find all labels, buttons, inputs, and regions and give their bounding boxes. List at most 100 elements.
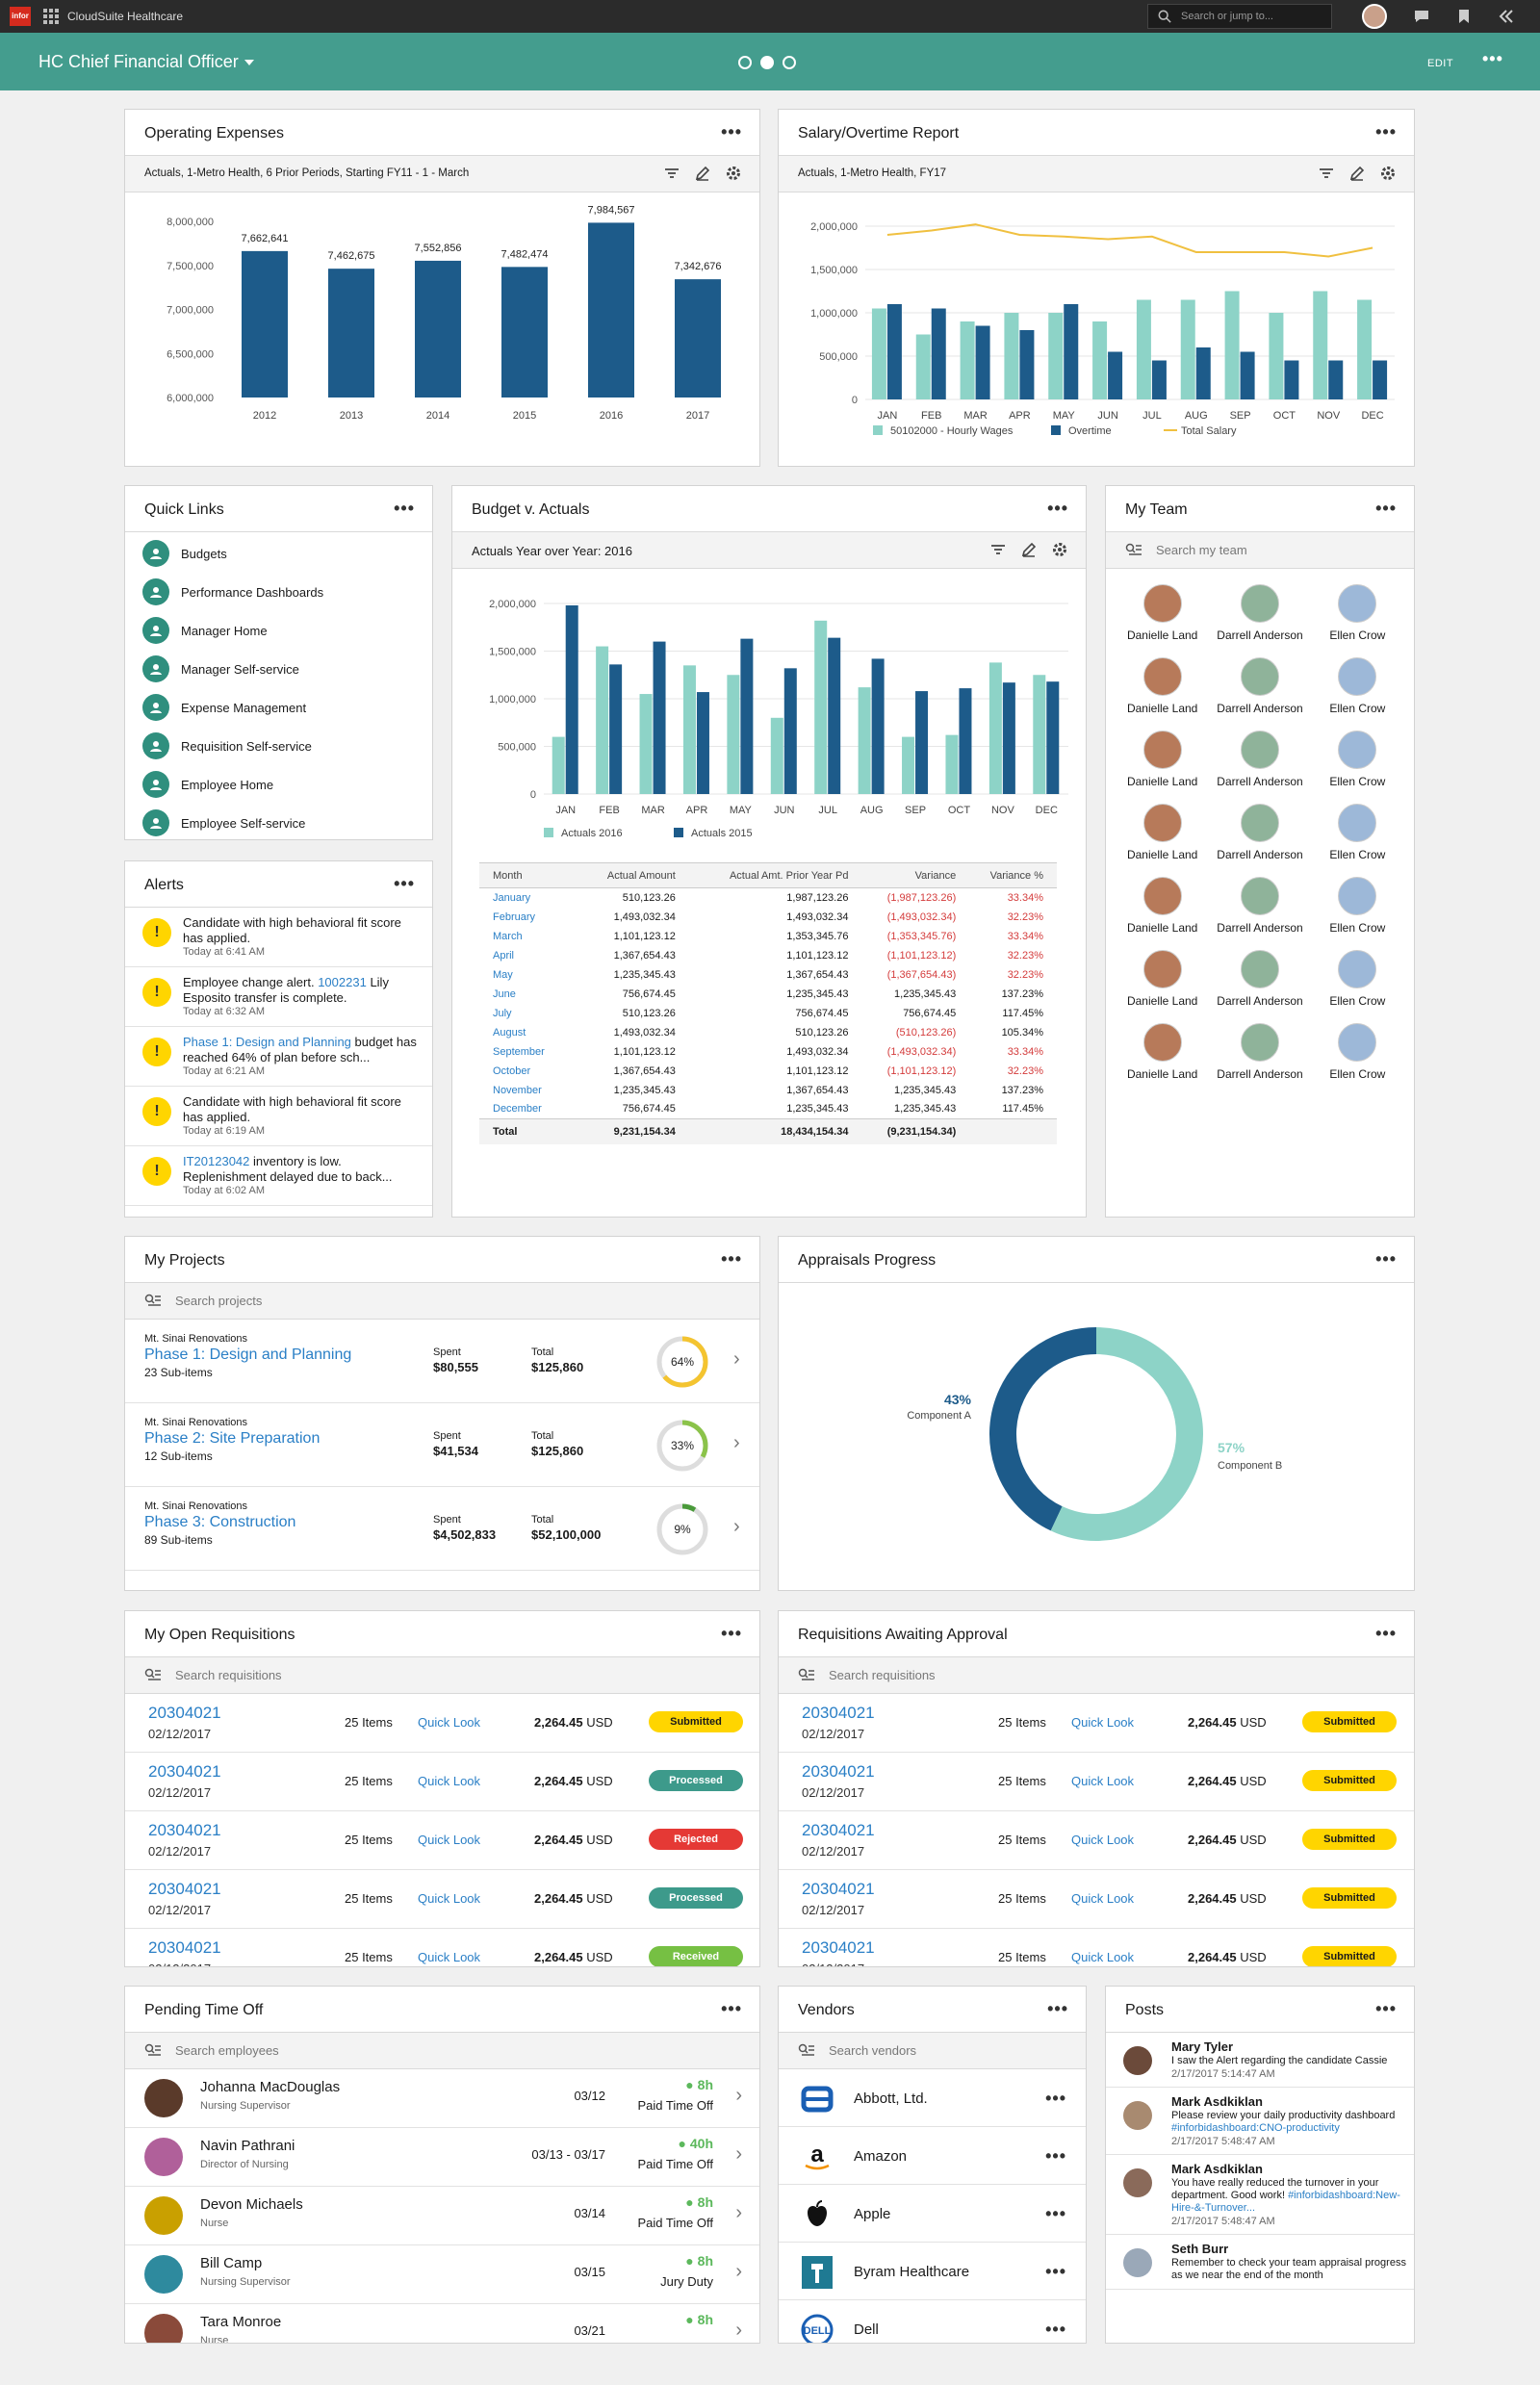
bar[interactable] — [1373, 360, 1388, 400]
requisition-number-link[interactable]: 20304021 — [148, 1704, 221, 1722]
bar[interactable] — [871, 658, 885, 794]
project-row[interactable]: Mt. Sinai Renovations Phase 1: Design and… — [125, 1320, 759, 1403]
alert-item[interactable]: ! Employee change alert. 1002231 Lily Esp… — [125, 967, 432, 1027]
filter-icon[interactable] — [1318, 165, 1335, 182]
collapse-icon[interactable] — [1498, 8, 1515, 25]
month-link[interactable]: July — [493, 1007, 512, 1019]
team-member[interactable]: Danielle Land — [1114, 731, 1211, 788]
vendor-row[interactable]: Apple ••• — [779, 2185, 1086, 2243]
bar[interactable] — [242, 250, 288, 398]
more-icon[interactable]: ••• — [1375, 1624, 1397, 1643]
bar[interactable] — [1284, 360, 1299, 400]
bar[interactable] — [639, 694, 653, 794]
quick-link-item[interactable]: Expense Management — [125, 688, 432, 727]
bar[interactable] — [328, 269, 374, 398]
team-member[interactable]: Danielle Land — [1114, 804, 1211, 861]
team-member[interactable]: Ellen Crow — [1309, 804, 1406, 861]
bar[interactable] — [1328, 360, 1344, 400]
bar[interactable] — [931, 308, 946, 400]
requisitions-search-input[interactable]: Search requisitions — [779, 1657, 1414, 1694]
quick-link-item[interactable]: Employee Self-service — [125, 804, 432, 839]
post-hashtag-link[interactable]: #inforbidashboard:CNO-productivity — [1171, 2122, 1340, 2134]
more-icon[interactable]: ••• — [1045, 2089, 1066, 2108]
page-more-icon[interactable]: ••• — [1482, 49, 1503, 68]
quick-link-item[interactable]: Budgets — [125, 534, 432, 573]
requisition-number-link[interactable]: 20304021 — [802, 1880, 875, 1898]
bar[interactable] — [1240, 351, 1255, 400]
month-link[interactable]: September — [493, 1045, 545, 1058]
project-name-link[interactable]: Phase 1: Design and Planning — [144, 1346, 352, 1363]
chevron-right-icon[interactable]: › — [733, 1516, 740, 1537]
bar[interactable] — [596, 646, 609, 794]
post-item[interactable]: Mark Asdkiklan You have really reduced th… — [1106, 2155, 1414, 2235]
post-item[interactable]: Mark Asdkiklan Please review your daily p… — [1106, 2088, 1414, 2155]
bar[interactable] — [1033, 675, 1046, 794]
bar[interactable] — [415, 260, 461, 398]
requisition-number-link[interactable]: 20304021 — [802, 1762, 875, 1781]
team-member[interactable]: Ellen Crow — [1309, 584, 1406, 642]
bar[interactable] — [915, 691, 929, 794]
bar[interactable] — [1002, 682, 1015, 794]
edit-icon[interactable] — [1348, 165, 1366, 182]
bar[interactable] — [588, 222, 634, 398]
month-link[interactable]: August — [493, 1026, 526, 1039]
bar[interactable] — [915, 334, 931, 400]
bar[interactable] — [1224, 291, 1240, 400]
team-member[interactable]: Darrell Anderson — [1211, 1023, 1308, 1081]
more-icon[interactable]: ••• — [721, 1624, 742, 1643]
month-link[interactable]: April — [493, 949, 515, 962]
more-icon[interactable]: ••• — [1375, 122, 1397, 141]
alert-item[interactable]: ! Candidate with high behavioral fit scor… — [125, 1087, 432, 1146]
project-name-link[interactable]: Phase 2: Site Preparation — [144, 1430, 321, 1447]
bar[interactable] — [609, 664, 623, 794]
bar[interactable] — [1019, 330, 1035, 399]
chevron-right-icon[interactable]: › — [735, 2261, 742, 2282]
more-icon[interactable]: ••• — [721, 1249, 742, 1269]
bar[interactable] — [1269, 313, 1284, 399]
more-icon[interactable]: ••• — [1045, 2320, 1066, 2339]
gear-icon[interactable] — [1379, 165, 1397, 182]
team-member[interactable]: Darrell Anderson — [1211, 584, 1308, 642]
project-row[interactable]: Mt. Sinai Renovations Phase 3: Constructi… — [125, 1487, 759, 1571]
bar[interactable] — [565, 604, 578, 794]
bar[interactable] — [1064, 304, 1079, 399]
employees-search-input[interactable]: Search employees — [125, 2033, 759, 2069]
more-icon[interactable]: ••• — [721, 1999, 742, 2018]
team-member[interactable]: Ellen Crow — [1309, 731, 1406, 788]
quick-link-item[interactable]: Performance Dashboards — [125, 573, 432, 611]
alert-item[interactable]: ! IT20123042 inventory is low. Replenishm… — [125, 1146, 432, 1206]
quick-link-item[interactable]: Requisition Self-service — [125, 727, 432, 765]
team-member[interactable]: Darrell Anderson — [1211, 731, 1308, 788]
quick-link-item[interactable]: Employee Home — [125, 765, 432, 804]
quick-look-link[interactable]: Quick Look — [1071, 1774, 1135, 1788]
chevron-right-icon[interactable]: › — [735, 2085, 742, 2106]
page-dot-1[interactable] — [738, 56, 752, 69]
gear-icon[interactable] — [725, 165, 742, 182]
bar[interactable] — [858, 687, 871, 794]
chevron-right-icon[interactable]: › — [733, 1432, 740, 1453]
more-icon[interactable]: ••• — [1045, 2262, 1066, 2281]
team-member[interactable]: Darrell Anderson — [1211, 804, 1308, 861]
bar[interactable] — [1046, 681, 1060, 794]
team-member[interactable]: Danielle Land — [1114, 1023, 1211, 1081]
team-member[interactable]: Ellen Crow — [1309, 657, 1406, 715]
time-off-row[interactable]: Tara Monroe Nurse 03/21 ● 8h › — [125, 2304, 759, 2343]
requisition-number-link[interactable]: 20304021 — [802, 1938, 875, 1957]
quick-look-link[interactable]: Quick Look — [418, 1833, 481, 1847]
team-member[interactable]: Darrell Anderson — [1211, 950, 1308, 1008]
donut-slice[interactable] — [989, 1327, 1203, 1541]
bar[interactable] — [682, 665, 696, 794]
vendors-search-input[interactable]: Search vendors — [779, 2033, 1086, 2069]
bar[interactable] — [1136, 299, 1151, 400]
bar[interactable] — [1048, 313, 1064, 399]
vendor-row[interactable]: DELL Dell ••• — [779, 2300, 1086, 2343]
bar[interactable] — [675, 279, 721, 398]
quick-look-link[interactable]: Quick Look — [1071, 1715, 1135, 1730]
gear-icon[interactable] — [1051, 541, 1068, 558]
month-link[interactable]: May — [493, 968, 513, 981]
more-icon[interactable]: ••• — [1375, 1999, 1397, 2018]
global-search-input[interactable]: Search or jump to... — [1147, 4, 1332, 29]
time-off-row[interactable]: Navin Pathrani Director of Nursing 03/13 -… — [125, 2128, 759, 2187]
alert-link[interactable]: 1002231 — [318, 975, 367, 989]
bar[interactable] — [696, 692, 709, 794]
